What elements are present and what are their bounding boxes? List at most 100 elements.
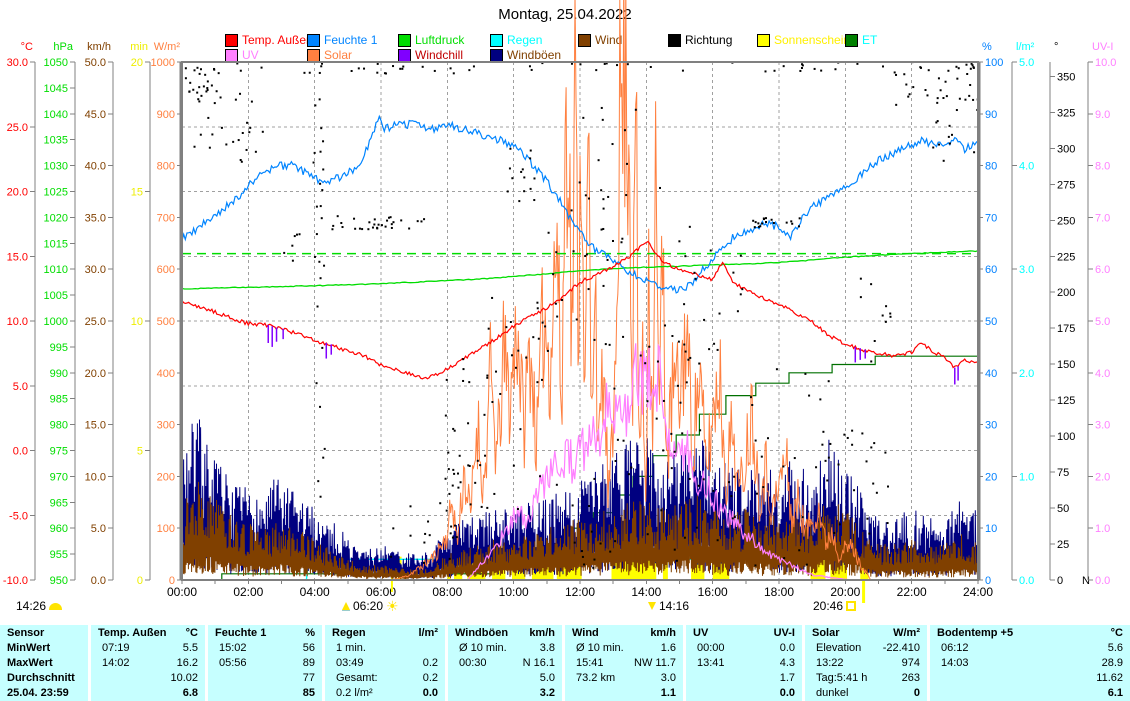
svg-text:14:00: 14:00: [631, 585, 661, 599]
svg-text:20: 20: [131, 57, 143, 69]
legend-item-wind: Wind: [578, 33, 622, 47]
svg-text:1035: 1035: [44, 135, 68, 147]
svg-text:30.0: 30.0: [85, 264, 106, 276]
legend-label: Regen: [507, 33, 543, 47]
legend-swatch: [578, 33, 591, 47]
cell-value: 5.6: [1107, 641, 1123, 654]
cell-label: 00:00: [697, 641, 725, 654]
svg-text:2.0: 2.0: [1095, 471, 1110, 483]
moonrise-icon: [49, 602, 63, 610]
cell-label: 14:02: [102, 657, 130, 669]
svg-text:1040: 1040: [44, 109, 68, 121]
moonset-arrow-icon: [648, 602, 656, 610]
svg-text:0.0: 0.0: [1019, 575, 1034, 587]
svg-text:W/m²: W/m²: [154, 41, 181, 53]
legend-item-et: ET: [845, 33, 877, 47]
svg-text:900: 900: [157, 109, 175, 121]
cell-label: 03:49: [336, 657, 364, 669]
svg-text:00:00: 00:00: [167, 585, 197, 599]
cell-value: 56: [302, 641, 315, 654]
legend-label: Sonnenschein: [774, 33, 851, 47]
column-name: Windböen: [455, 626, 509, 639]
svg-text:10: 10: [131, 316, 143, 328]
svg-text:12:00: 12:00: [565, 585, 595, 599]
cell-value: 0.0: [779, 687, 795, 700]
svg-text:700: 700: [157, 212, 175, 224]
column-unit: °C: [185, 626, 198, 639]
moonrise-time: 14:26: [16, 599, 47, 613]
svg-text:960: 960: [50, 523, 68, 535]
legend-label: Wind: [595, 33, 623, 47]
svg-text:4.0: 4.0: [1019, 161, 1034, 173]
svg-text:5.0: 5.0: [1019, 57, 1034, 69]
svg-text:1005: 1005: [44, 290, 68, 302]
svg-text:1050: 1050: [44, 57, 68, 69]
svg-text:995: 995: [50, 342, 68, 354]
cell-value: 10.02: [170, 672, 198, 685]
svg-text:15.0: 15.0: [85, 420, 106, 432]
summary-table: Sensor MinWert MaxWert Durchschnitt 25.04. 2…: [0, 625, 1130, 701]
svg-text:800: 800: [157, 161, 175, 173]
svg-text:965: 965: [50, 497, 68, 509]
svg-text:0: 0: [985, 575, 991, 587]
cell-value: 77: [302, 672, 315, 685]
cell-value: 1.6: [660, 641, 676, 654]
svg-text:100: 100: [1057, 431, 1075, 443]
svg-text:hPa: hPa: [53, 41, 73, 53]
svg-text:20: 20: [985, 471, 997, 483]
cell-value: 3.0: [660, 672, 676, 685]
svg-text:1010: 1010: [44, 264, 68, 276]
legend-swatch: [845, 33, 858, 47]
svg-text:04:00: 04:00: [300, 585, 330, 599]
legend-item-luftdruck: Luftdruck: [398, 33, 464, 47]
cell-label: 1 min.: [336, 641, 366, 654]
sunset-icon: [846, 601, 857, 611]
moonset-annotation: 14:16: [648, 599, 689, 613]
table-column-windb-en: Windböen km/h Ø 10 min. 3.8 00:30 N 16.1 5.0 3.…: [448, 625, 562, 701]
legend-swatch: [307, 33, 320, 47]
cell-value: 3.2: [539, 687, 555, 700]
svg-text:20:00: 20:00: [830, 585, 860, 599]
cell-value: 28.9: [1101, 657, 1123, 669]
svg-text:30: 30: [985, 420, 997, 432]
svg-text:950: 950: [50, 575, 68, 587]
svg-text:70: 70: [985, 212, 997, 224]
legend-swatch: [668, 33, 681, 47]
legend-item-richtung: Richtung: [668, 33, 732, 47]
cell-value: NW 11.7: [634, 657, 676, 669]
table-row-label: Sensor: [7, 626, 45, 639]
legend-swatch: [398, 33, 411, 47]
legend-item-uv: UV: [225, 48, 259, 62]
svg-text:970: 970: [50, 471, 68, 483]
legend-label: Feuchte 1: [324, 33, 378, 47]
svg-text:06:00: 06:00: [366, 585, 396, 599]
cell-value: 85: [302, 687, 315, 700]
svg-text:1.0: 1.0: [1019, 471, 1034, 483]
column-unit: UV-I: [773, 626, 795, 639]
svg-text:0.0: 0.0: [1095, 575, 1110, 587]
cell-value: 0: [913, 687, 920, 700]
table-row-label: MaxWert: [7, 657, 53, 669]
svg-text:500: 500: [157, 316, 175, 328]
svg-text:275: 275: [1057, 179, 1075, 191]
svg-text:1045: 1045: [44, 83, 68, 95]
svg-text:100: 100: [985, 57, 1003, 69]
svg-text:35.0: 35.0: [85, 212, 106, 224]
cell-value: 1.1: [660, 687, 676, 700]
svg-text:300: 300: [157, 420, 175, 432]
svg-text:-10.0: -10.0: [3, 575, 28, 587]
svg-text:6.0: 6.0: [1095, 264, 1110, 276]
cell-value: 11.62: [1096, 672, 1123, 685]
svg-text:0.0: 0.0: [91, 575, 106, 587]
cell-label: 13:22: [816, 657, 844, 669]
svg-text:l/m²: l/m²: [1016, 41, 1035, 53]
legend-label: Windböen: [507, 48, 562, 62]
cell-value: 974: [901, 657, 920, 669]
cell-value: 263: [901, 672, 920, 685]
cell-value: 5.5: [182, 641, 198, 654]
svg-text:5.0: 5.0: [13, 381, 28, 393]
svg-text:°C: °C: [21, 41, 33, 53]
column-name: Feuchte 1: [215, 626, 267, 639]
table-column-feuchte-1: Feuchte 1% 15:02 56 05:56 89 77 85: [208, 625, 322, 701]
legend-swatch: [490, 33, 503, 47]
